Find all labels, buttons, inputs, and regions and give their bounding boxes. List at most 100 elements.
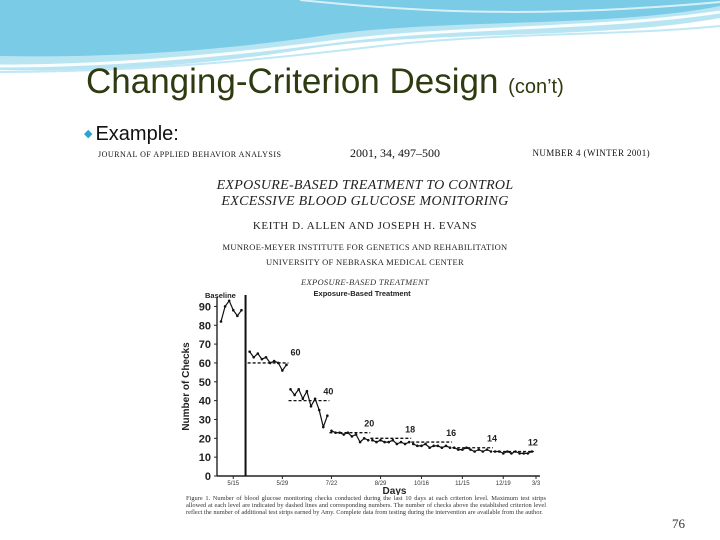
data-point-0-5 bbox=[240, 308, 243, 312]
data-point-2-0 bbox=[289, 388, 292, 391]
data-point-2-6 bbox=[313, 397, 317, 401]
criterion-label-16: 16 bbox=[446, 428, 456, 438]
x-axis-title: Days bbox=[383, 486, 407, 495]
data-point-6-1 bbox=[456, 448, 460, 451]
y-tick-label-40: 40 bbox=[199, 396, 211, 408]
phase-label-treatment: Exposure-Based Treatment bbox=[314, 289, 412, 298]
criterion-label-12: 12 bbox=[528, 438, 538, 448]
data-point-7-6 bbox=[518, 452, 521, 455]
data-point-0-4 bbox=[236, 314, 239, 318]
figure-caption: Figure 1. Number of blood glucose monito… bbox=[186, 495, 546, 517]
journal-issue: NUMBER 4 (WINTER 2001) bbox=[532, 148, 650, 158]
data-point-2-3 bbox=[301, 397, 305, 401]
data-point-1-5 bbox=[268, 361, 272, 365]
y-tick-label-60: 60 bbox=[199, 358, 211, 370]
data-point-5-2 bbox=[420, 444, 423, 448]
x-tick-label-6: 12/19 bbox=[496, 481, 512, 487]
data-point-2-9 bbox=[326, 414, 329, 418]
chart-axes bbox=[214, 295, 540, 479]
article-title-line-2: EXCESSIVE BLOOD GLUCOSE MONITORING bbox=[221, 194, 509, 209]
data-point-4-6 bbox=[395, 442, 399, 446]
header-wave-decoration bbox=[0, 0, 720, 73]
y-axis-title: Number of Checks bbox=[181, 342, 192, 431]
data-point-0-2 bbox=[227, 299, 231, 303]
y-tick-label-10: 10 bbox=[199, 452, 211, 464]
data-point-7-0 bbox=[493, 450, 497, 453]
data-point-0-0 bbox=[219, 320, 223, 323]
phase-label-baseline: Baseline bbox=[205, 291, 236, 300]
data-point-6-0 bbox=[452, 446, 456, 450]
data-point-3-0 bbox=[330, 429, 333, 433]
journal-volume: 2001, 34, 497–500 bbox=[350, 146, 440, 160]
data-line-segment-1 bbox=[249, 351, 287, 372]
data-point-4-8 bbox=[403, 442, 407, 446]
bullet-diamond-icon: ◆ bbox=[84, 128, 93, 140]
data-point-3-9 bbox=[366, 438, 370, 442]
data-point-5-3 bbox=[424, 442, 427, 446]
x-tick-label-1: 5/29 bbox=[277, 481, 289, 487]
data-point-1-2 bbox=[256, 352, 260, 355]
data-point-6-4 bbox=[469, 448, 472, 451]
article-institution-1: MUNROE-MEYER INSTITUTE FOR GENETICS AND … bbox=[222, 242, 508, 252]
chart-labels: 0 10 20 30 40 50 60 70 80 90 5/15 5/29 7/22 8/29 10/16… bbox=[181, 289, 541, 495]
data-point-1-4 bbox=[264, 355, 268, 359]
data-point-5-6 bbox=[436, 444, 440, 448]
data-point-1-7 bbox=[276, 361, 280, 365]
y-tick-label-30: 30 bbox=[199, 414, 211, 426]
data-line-segment-2 bbox=[290, 388, 328, 430]
data-point-3-2 bbox=[338, 431, 341, 434]
data-point-6-6 bbox=[477, 448, 481, 451]
criterion-label-40: 40 bbox=[323, 387, 333, 397]
data-point-5-4 bbox=[428, 446, 431, 450]
data-point-6-3 bbox=[465, 446, 468, 450]
y-tick-label-0: 0 bbox=[205, 471, 211, 483]
x-tick-label-7: 3/3 bbox=[532, 481, 541, 487]
data-point-4-7 bbox=[399, 440, 403, 444]
data-point-4-0 bbox=[371, 438, 374, 442]
data-point-3-8 bbox=[362, 437, 366, 440]
data-point-1-8 bbox=[281, 369, 284, 372]
data-point-2-2 bbox=[297, 388, 301, 391]
x-tick-label-4: 10/16 bbox=[414, 481, 430, 487]
data-point-6-7 bbox=[481, 450, 485, 453]
data-line-segment-7 bbox=[495, 450, 533, 455]
y-tick-label-90: 90 bbox=[199, 301, 211, 313]
data-point-3-6 bbox=[354, 433, 358, 436]
data-point-1-9 bbox=[285, 363, 288, 367]
data-point-5-7 bbox=[440, 446, 444, 450]
article-title: EXPOSURE-BASED TREATMENT TO CONTROL EXCE… bbox=[180, 178, 550, 210]
chart-marks bbox=[219, 299, 534, 455]
y-tick-label-70: 70 bbox=[199, 339, 211, 351]
criterion-label-20: 20 bbox=[364, 419, 374, 429]
data-point-4-2 bbox=[379, 438, 382, 442]
criterion-label-60: 60 bbox=[290, 347, 300, 357]
page-number: 76 bbox=[672, 516, 685, 531]
checks-chart: 0 10 20 30 40 50 60 70 80 90 5/15 5/29 7/22 8/29 10/16… bbox=[181, 289, 541, 495]
data-point-2-8 bbox=[321, 425, 325, 429]
data-point-1-6 bbox=[272, 359, 276, 363]
journal-name: JOURNAL OF APPLIED BEHAVIOR ANALYSIS bbox=[98, 150, 282, 159]
data-point-2-4 bbox=[305, 389, 309, 393]
data-point-6-8 bbox=[485, 448, 489, 451]
slide-title: Changing-Criterion Design (con’t) bbox=[86, 62, 564, 102]
data-point-0-3 bbox=[231, 308, 235, 312]
criterion-label-14: 14 bbox=[487, 434, 497, 444]
data-point-7-8 bbox=[526, 452, 530, 455]
data-point-2-5 bbox=[309, 404, 313, 408]
data-point-3-4 bbox=[346, 431, 350, 434]
data-point-5-9 bbox=[448, 446, 452, 450]
article-title-line-1: EXPOSURE-BASED TREATMENT TO CONTROL bbox=[216, 178, 514, 193]
data-point-4-5 bbox=[391, 438, 395, 442]
data-point-7-2 bbox=[501, 452, 505, 455]
data-point-4-1 bbox=[375, 440, 378, 444]
data-point-5-1 bbox=[416, 444, 419, 448]
data-point-2-1 bbox=[293, 393, 296, 397]
data-point-7-9 bbox=[530, 450, 534, 453]
x-tick-label-3: 8/29 bbox=[375, 481, 387, 487]
x-tick-label-5: 11/15 bbox=[455, 481, 470, 487]
bullet-text: Example: bbox=[95, 123, 179, 145]
data-line-segment-0 bbox=[220, 299, 242, 322]
data-point-4-9 bbox=[407, 440, 411, 444]
data-line-segment-4 bbox=[372, 439, 410, 445]
data-point-6-9 bbox=[489, 450, 493, 453]
